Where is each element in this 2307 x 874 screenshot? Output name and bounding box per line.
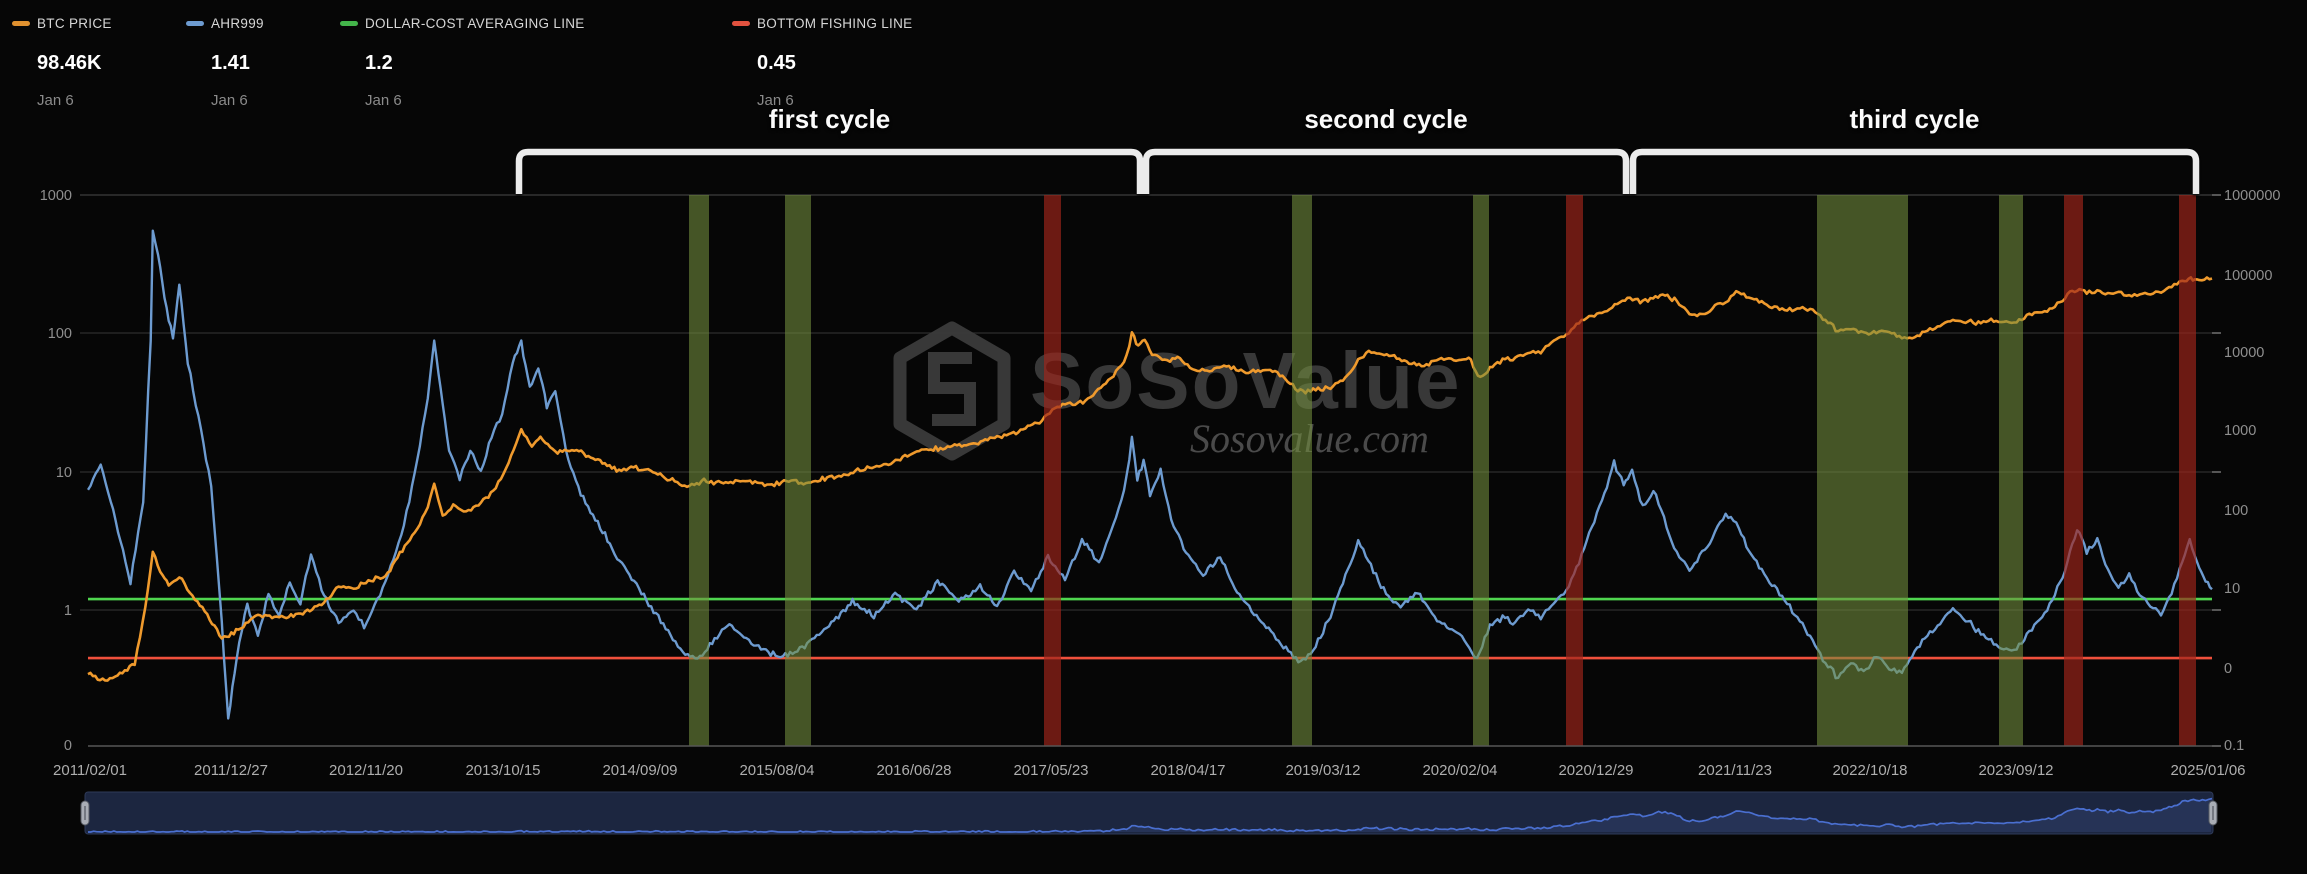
right-axis-tick: 1000000 [2224,188,2280,204]
left-axis-tick: 10 [56,465,72,481]
right-axis-tick: 10 [2224,581,2240,597]
legend-label: BOTTOM FISHING LINE [757,16,913,31]
left-axis-tick: 0 [64,738,72,754]
left-axis-tick: 100 [48,326,72,342]
watermark-title: SoSoValue [1030,336,1461,425]
escape-band [2064,195,2083,746]
legend-label: BTC PRICE [37,16,112,31]
x-axis-tick: 2018/04/17 [1150,762,1225,779]
watermark-hexagon-icon [893,321,1011,461]
dca-line-date: Jan 6 [365,92,402,109]
x-axis-tick: 2025/01/06 [2170,762,2245,779]
x-axis-tick: 2017/05/23 [1013,762,1088,779]
x-axis-tick: 2014/09/09 [602,762,677,779]
second-cycle-label: second cycle [1304,104,1468,134]
navigator-right-handle[interactable] [2208,800,2218,826]
navigator-left-handle[interactable] [80,800,90,826]
navigator-area [87,798,2212,832]
x-axis-tick: 2013/10/15 [465,762,540,779]
dca-line-value: 1.2 [365,52,393,74]
bottom-fishing-date: Jan 6 [757,92,794,109]
x-axis-tick: 2023/09/12 [1978,762,2053,779]
range-navigator[interactable] [80,791,2218,835]
x-axis-tick: 2011/12/27 [194,762,268,779]
ahr999-value: 1.41 [211,52,250,74]
ahr999-dash-icon [186,21,204,26]
left-axis-tick: 1 [64,603,72,619]
btc-price-dash-icon [12,21,30,26]
btc-price-value: 98.46K [37,52,102,74]
cycle-bracket [515,148,1144,194]
cycle-brackets [515,148,2200,194]
cycle-bracket [1142,148,1630,194]
bottom-fishing-value: 0.45 [757,52,796,74]
x-axis-tick: 2016/06/28 [876,762,951,779]
x-axis-tick: 2011/02/01 [53,762,127,779]
accumulation-band [785,195,811,746]
right-axis-tick: 0 [2224,661,2232,677]
btc-price-date: Jan 6 [37,92,74,109]
escape-band [1566,195,1583,746]
accumulation-band [1817,195,1908,746]
x-axis-tick: 2012/11/20 [329,762,403,779]
left-axis-tick: 1000 [40,188,72,204]
x-axis-tick: 2022/10/18 [1832,762,1907,779]
x-axis-tick: 2020/02/04 [1422,762,1497,779]
legend-label: AHR999 [211,16,264,31]
accumulation-band [689,195,709,746]
ahr999-date: Jan 6 [211,92,248,109]
right-axis-tick: 1000 [2224,423,2256,439]
x-axis-tick: 2021/11/23 [1698,762,1772,779]
accumulation-band [1292,195,1312,746]
navigator-line [88,797,2213,833]
escape-band [1044,195,1061,746]
accumulation-band [1999,195,2023,746]
x-axis-tick: 2020/12/29 [1558,762,1633,779]
watermark-s-glyph [928,352,976,426]
accumulation-band [1473,195,1489,746]
cycle-bracket [1629,148,2200,194]
third-cycle-label: third cycle [1849,104,1980,134]
right-axis-tick: 10000 [2224,345,2264,361]
legend-label: DOLLAR-COST AVERAGING LINE [365,16,585,31]
x-axis-tick: 2019/03/12 [1285,762,1360,779]
escape-band [2179,195,2196,746]
right-axis-tick: 100 [2224,503,2248,519]
first-cycle-label: first cycle [768,104,891,134]
right-axis-tick: 0.1 [2224,738,2244,754]
bottom-fishing-dash-icon [732,21,750,26]
right-axis-tick: 100000 [2224,268,2272,284]
dca-line-dash-icon [340,21,358,26]
x-axis-tick: 2015/08/04 [739,762,814,779]
